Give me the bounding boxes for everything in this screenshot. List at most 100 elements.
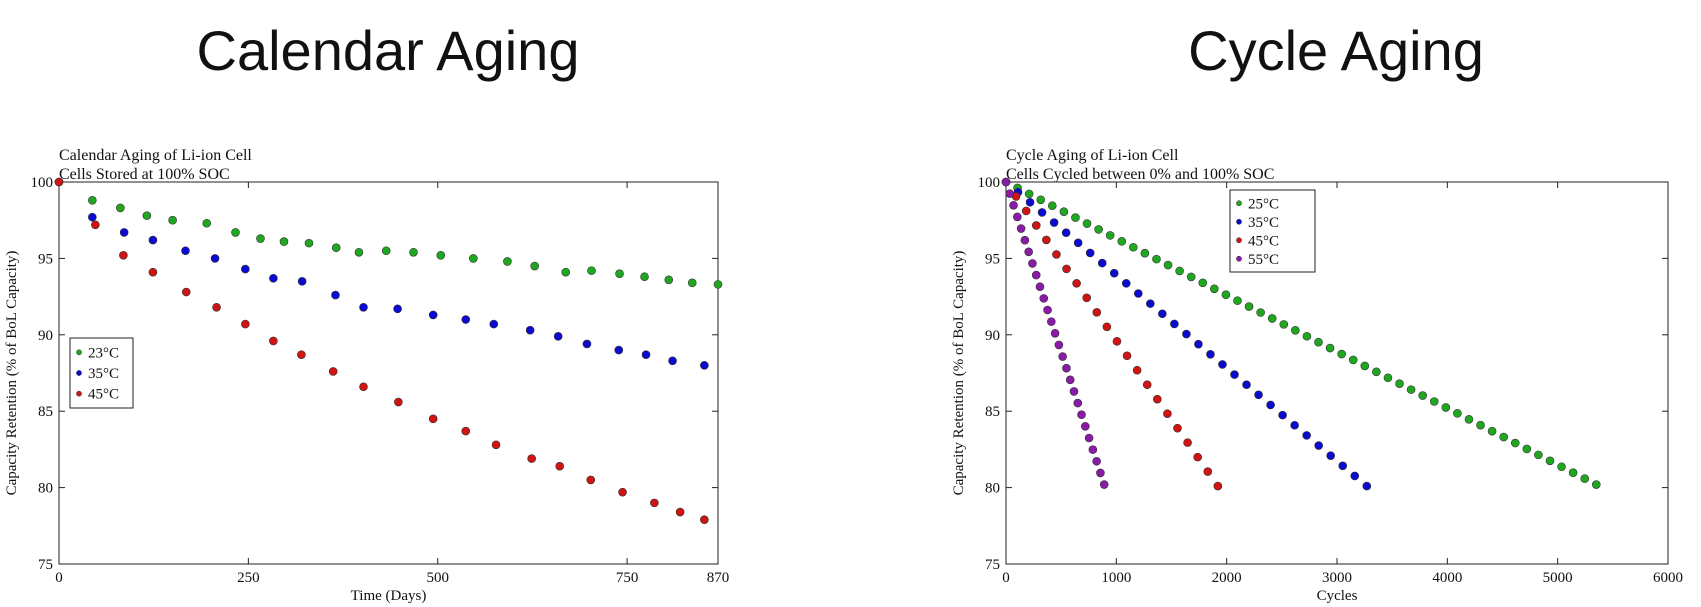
data-point — [1088, 445, 1098, 454]
data-point — [1244, 302, 1254, 311]
x-tick-label: 1000 — [1101, 570, 1131, 586]
data-point — [1071, 213, 1080, 222]
data-point — [297, 350, 306, 359]
data-point — [1193, 452, 1202, 462]
data-point — [1302, 431, 1311, 440]
data-point — [1121, 279, 1131, 288]
data-point — [1314, 441, 1323, 450]
data-point — [1256, 308, 1265, 317]
data-point — [1109, 268, 1119, 278]
data-point — [1441, 403, 1451, 412]
x-tick-label: 3000 — [1322, 570, 1352, 586]
data-point — [1203, 467, 1213, 476]
legend-marker — [1236, 237, 1242, 244]
data-point — [469, 254, 478, 263]
data-point — [1218, 360, 1227, 369]
data-point — [1267, 314, 1277, 323]
data-point — [525, 325, 535, 335]
series-2 — [54, 177, 709, 524]
x-tick-label: 2000 — [1212, 570, 1242, 586]
data-point — [1278, 410, 1287, 420]
data-point — [1037, 208, 1047, 217]
data-point — [586, 475, 596, 485]
data-point — [88, 196, 97, 205]
data-point — [491, 440, 501, 450]
data-point — [241, 319, 250, 329]
data-point — [1061, 228, 1071, 237]
data-point — [210, 254, 220, 263]
data-point — [1213, 481, 1223, 491]
legend-label: 25°C — [1248, 196, 1279, 212]
data-point — [1097, 258, 1107, 268]
data-point — [359, 382, 368, 392]
data-point — [1039, 294, 1049, 303]
y-tick-label: 75 — [38, 557, 53, 573]
data-point — [91, 220, 100, 230]
data-point — [1132, 365, 1142, 375]
data-point — [1173, 423, 1182, 433]
data-point — [1230, 370, 1239, 379]
data-point — [618, 487, 627, 497]
data-point — [269, 336, 278, 346]
x-tick-label: 0 — [1002, 570, 1010, 586]
data-point — [1266, 400, 1275, 410]
data-point — [1092, 308, 1102, 317]
series-1 — [1001, 177, 1372, 491]
data-point — [88, 212, 97, 222]
data-point — [1146, 299, 1155, 308]
data-point — [1049, 218, 1059, 227]
data-point — [212, 302, 221, 312]
data-point — [1043, 305, 1052, 315]
data-point — [1073, 398, 1083, 408]
data-point — [664, 275, 674, 285]
data-point — [1325, 343, 1335, 353]
data-point — [54, 177, 64, 187]
data-point — [168, 215, 177, 225]
data-point — [1020, 235, 1030, 245]
legend-marker — [1236, 200, 1242, 207]
chart-title: Calendar Aging of Li-ion Cell — [59, 147, 252, 164]
chart-calendar-aging: Calendar Aging of Li-ion Cell Cells Store… — [4, 147, 729, 604]
data-point — [650, 498, 659, 508]
data-point — [1326, 451, 1336, 460]
data-point — [1152, 254, 1161, 264]
data-point — [1510, 438, 1520, 448]
data-point — [1129, 242, 1138, 252]
data-point — [119, 228, 129, 237]
legend-marker — [76, 390, 82, 397]
data-point — [381, 246, 391, 256]
data-point — [1464, 414, 1474, 424]
y-axis-label: Capacity Retention (% of BoL Capacity) — [4, 251, 20, 496]
data-point — [1175, 266, 1184, 276]
data-point — [675, 507, 685, 517]
data-point — [394, 397, 403, 407]
data-point — [1194, 339, 1203, 349]
data-point — [1052, 250, 1061, 259]
data-point — [1221, 290, 1231, 300]
data-point — [1233, 296, 1242, 305]
data-point — [428, 414, 438, 424]
data-point — [1499, 432, 1508, 442]
data-point — [1153, 394, 1162, 404]
x-tick-label: 4000 — [1432, 570, 1462, 586]
data-point — [461, 426, 471, 436]
heading-cycle-aging: Cycle Aging — [1188, 19, 1484, 82]
data-point — [1290, 420, 1299, 430]
data-point — [1102, 322, 1112, 332]
data-point — [530, 261, 539, 271]
chart-subtitle: Cells Stored at 100% SOC — [59, 166, 230, 183]
data-point — [1338, 461, 1348, 471]
data-point — [1591, 480, 1601, 489]
data-point — [1112, 336, 1122, 346]
data-point — [1418, 391, 1427, 400]
data-point — [1081, 422, 1090, 431]
data-point — [1092, 456, 1101, 466]
plot-frame — [58, 181, 719, 565]
data-point — [1580, 474, 1590, 483]
x-tick-label: 870 — [707, 570, 730, 586]
data-point — [1522, 444, 1532, 454]
data-point — [1337, 349, 1346, 359]
data-point — [1054, 340, 1064, 350]
data-point — [1069, 387, 1079, 396]
legend-marker — [1236, 218, 1242, 225]
